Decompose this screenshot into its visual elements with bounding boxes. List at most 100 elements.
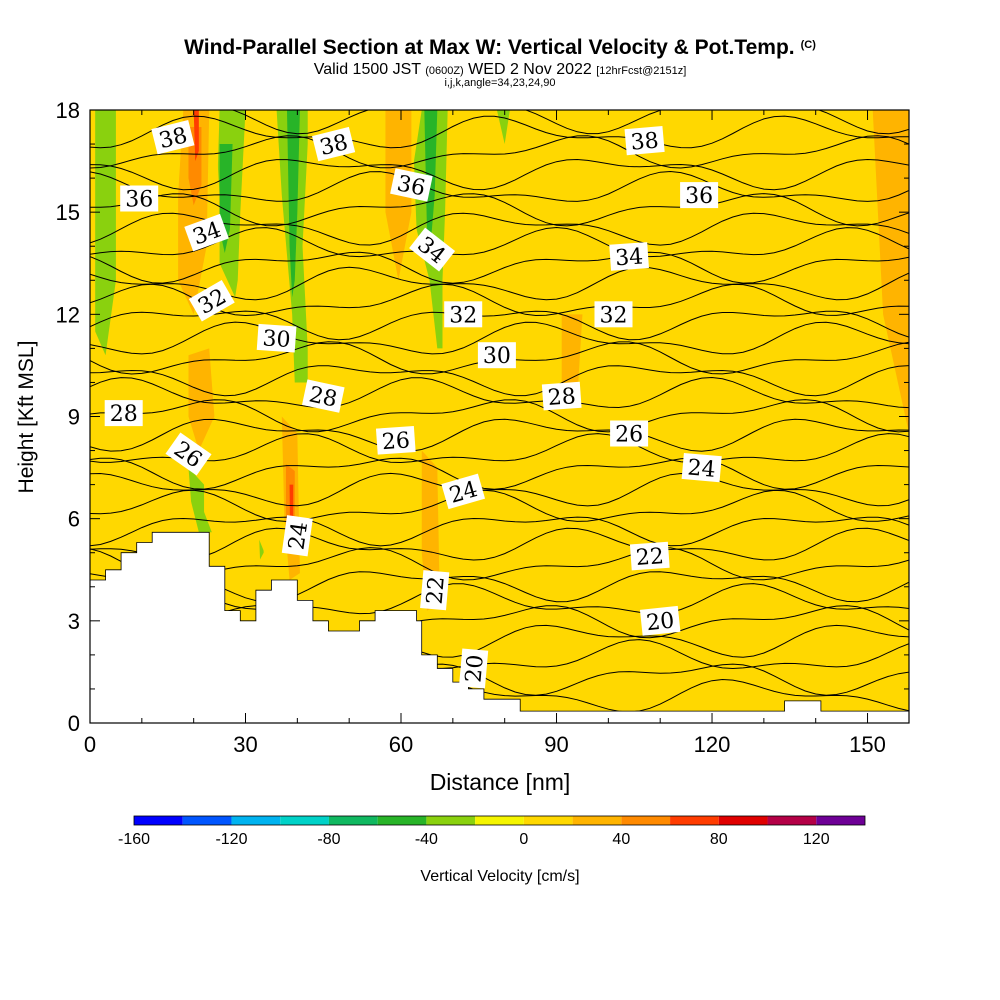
svg-text:36: 36 (125, 188, 153, 213)
theta-isoline (90, 516, 909, 547)
theta-isoline (90, 472, 909, 507)
y-axis-label: Height [Kft MSL] (15, 341, 38, 494)
velocity-region (115, 110, 153, 315)
contour-label: 38 (624, 125, 665, 156)
colorbar-tick-label: 120 (803, 831, 830, 848)
colorbar: -160 -120 -80 -40 0 40 80 120 (118, 815, 866, 848)
velocity-region (706, 110, 754, 485)
chart-title: Wind-Parallel Section at Max W: Vertical… (184, 36, 816, 59)
svg-text:36: 36 (685, 184, 713, 209)
x-tick-label: 90 (544, 732, 568, 757)
svg-text:34: 34 (614, 244, 644, 271)
colorbar-swatch (426, 816, 476, 825)
svg-text:22: 22 (635, 544, 665, 571)
velocity-region (188, 467, 212, 533)
chart-params: i,j,k,angle=34,23,24,90 (444, 77, 556, 89)
colorbar-swatch (280, 816, 329, 825)
svg-text:30: 30 (262, 326, 292, 353)
colorbar-tick-label: -80 (317, 831, 340, 848)
theta-isoline (90, 376, 909, 409)
theta-isoline (90, 283, 909, 317)
colorbar-tick-label: 40 (612, 831, 630, 848)
theta-isoline (90, 135, 909, 169)
svg-text:36: 36 (395, 171, 428, 201)
contour-label: 20 (458, 648, 489, 689)
svg-text:20: 20 (645, 608, 675, 636)
svg-text:32: 32 (600, 303, 628, 328)
x-tick-label: 0 (84, 732, 96, 757)
velocity-region (530, 603, 573, 696)
theta-isoline (90, 547, 909, 581)
y-tick-label: 6 (68, 507, 80, 532)
contour-label: 20 (639, 605, 681, 636)
svg-text:28: 28 (110, 402, 138, 427)
colorbar-tick-label: 0 (519, 831, 528, 848)
theta-isoline (90, 365, 909, 397)
y-tick-label: 15 (56, 200, 80, 225)
velocity-region (763, 416, 790, 519)
contour-label: 28 (104, 400, 143, 427)
colorbar-label: Vertical Velocity [cm/s] (420, 868, 579, 885)
svg-text:20: 20 (461, 654, 488, 684)
colorbar-swatch (328, 816, 378, 825)
theta-isoline (90, 583, 909, 615)
velocity-region (188, 348, 215, 451)
x-axis-label: Distance [nm] (430, 769, 571, 795)
contour-label: 30 (256, 323, 297, 353)
contour-label: 36 (120, 185, 159, 213)
velocity-region (193, 110, 199, 162)
terrain (90, 531, 909, 723)
velocity-region (623, 348, 650, 560)
svg-text:38: 38 (630, 128, 660, 155)
theta-isoline (90, 115, 909, 149)
contour-label: 28 (302, 379, 345, 413)
colorbar-swatch (231, 816, 281, 825)
colorbar-swatch (377, 816, 427, 825)
x-tick-label: 30 (233, 732, 257, 757)
contour-label: 26 (375, 426, 416, 455)
velocity-region (95, 110, 116, 356)
x-tick-label: 120 (694, 732, 731, 757)
contour-label: 36 (680, 182, 719, 209)
y-tick-label: 18 (56, 98, 80, 123)
y-tick-label: 3 (68, 609, 80, 634)
svg-text:28: 28 (547, 384, 577, 411)
theta-isoline (90, 193, 909, 227)
contour-label: 22 (420, 570, 450, 611)
contour-label: 36 (390, 168, 433, 202)
colorbar-swatch (621, 816, 671, 825)
contour-label: 26 (610, 420, 649, 448)
theta-isoline (90, 399, 909, 433)
theta-isoline (90, 418, 909, 452)
x-tick-label: 60 (389, 732, 413, 757)
theta-isoline (90, 571, 909, 603)
theta-isoline (90, 212, 909, 246)
theta-isoline (90, 527, 909, 561)
title-mark: (C) (800, 39, 816, 51)
velocity-region (846, 654, 868, 710)
contour-label: 24 (681, 452, 722, 483)
colorbar-swatch (816, 816, 865, 825)
contour-label: 22 (629, 541, 670, 571)
svg-text:26: 26 (381, 428, 411, 455)
colorbar-swatch (767, 816, 817, 825)
svg-text:32: 32 (449, 303, 477, 328)
velocity-region (872, 110, 909, 434)
theta-isoline (90, 433, 909, 464)
colorbar-swatch (475, 816, 524, 825)
colorbar-tick-label: -120 (215, 831, 247, 848)
colorbar-swatch (182, 816, 232, 825)
y-tick-label: 0 (68, 711, 80, 736)
svg-text:28: 28 (307, 382, 340, 412)
y-tick-label: 9 (68, 405, 80, 430)
svg-text:22: 22 (423, 575, 450, 605)
velocity-region (312, 110, 391, 383)
svg-text:24: 24 (687, 455, 717, 482)
contour-label: 38 (151, 119, 195, 155)
contour-label: 34 (609, 242, 649, 271)
colorbar-swatch (572, 816, 622, 825)
contour-label: 30 (477, 342, 516, 369)
colorbar-tick-label: 80 (710, 831, 728, 848)
theta-isoline (90, 170, 909, 202)
